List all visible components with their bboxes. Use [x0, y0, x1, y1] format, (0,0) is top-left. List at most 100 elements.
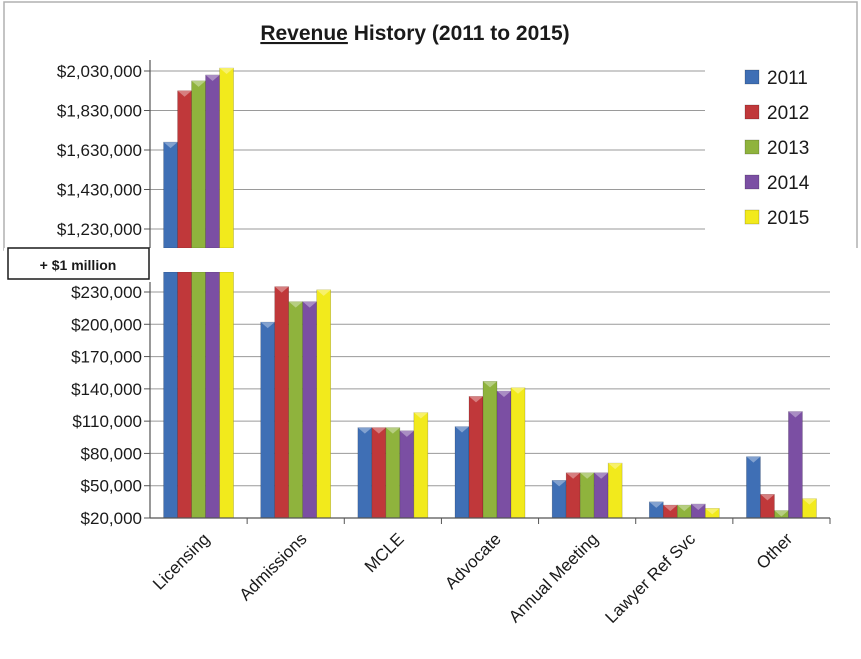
- bar-2012-licensing-lower: [177, 271, 192, 519]
- chart-title: Revenue History (2011 to 2015): [260, 22, 569, 45]
- bar-cap: [594, 472, 609, 479]
- chart-title-underlined: Revenue: [260, 22, 348, 45]
- legend-label-2015: 2015: [767, 208, 809, 229]
- bar-cap: [580, 472, 595, 479]
- y-tick-label: $170,000: [71, 348, 142, 367]
- y-tick-label: $140,000: [71, 380, 142, 399]
- tick-labels: $2,030,000 $1,830,000 $1,630,000 $1,430,000…: [57, 62, 142, 528]
- bar-cap: [205, 74, 220, 81]
- bar-cap: [163, 142, 178, 149]
- bar-cap: [302, 301, 317, 308]
- bars: [4, 67, 861, 519]
- bar-cap: [469, 396, 483, 403]
- legend-label-2012: 2012: [767, 103, 809, 124]
- bar-cap: [566, 472, 581, 479]
- y-tick-label: $1,230,000: [57, 220, 142, 239]
- bar-2014-licensing-upper: [205, 74, 220, 249]
- bar-cap: [788, 411, 803, 418]
- bar-cap: [357, 427, 372, 434]
- bar-2014-admissions: [302, 301, 318, 519]
- bar-cap: [191, 80, 206, 87]
- bar-cap: [371, 427, 386, 434]
- bar-2012-licensing-upper: [177, 90, 192, 249]
- bar-cap: [677, 505, 692, 512]
- y-tick-label: $80,000: [81, 444, 142, 463]
- x-category-label: Annual Meeting: [505, 529, 602, 626]
- x-category-label: Advocate: [441, 529, 505, 593]
- chart-title-rest: History (2011 to 2015): [348, 22, 570, 45]
- y-tick-label: $110,000: [72, 412, 142, 431]
- x-category-label: MCLE: [361, 529, 408, 576]
- legend-swatch-2012: [744, 104, 760, 120]
- legend-swatch-2014: [744, 174, 760, 190]
- bar-cap: [497, 391, 511, 398]
- y-tick-label: $200,000: [71, 315, 142, 334]
- bar-2013-licensing-lower: [191, 271, 206, 519]
- axis-break-label: + $1 million: [40, 257, 117, 273]
- x-category-label: Other: [753, 529, 797, 573]
- legend-label-2013: 2013: [767, 138, 809, 159]
- bar-cap: [399, 430, 414, 437]
- bar-cap: [552, 480, 567, 487]
- bar-cap: [177, 90, 192, 97]
- y-tick-label: $20,000: [81, 509, 142, 528]
- category-labels: Licensing Admissions MCLE Advocate Annual Me…: [149, 529, 796, 627]
- y-tick-label: $1,830,000: [57, 102, 142, 121]
- bar-2014-annual-meeting: [593, 472, 609, 519]
- legend-swatch-2015: [744, 209, 760, 225]
- bar-2011-admissions: [260, 321, 276, 519]
- bar-cap: [260, 322, 275, 329]
- bar-2013-annual-meeting: [579, 472, 595, 519]
- legend-label-2011: 2011: [767, 68, 808, 89]
- bar-2014-licensing-lower: [205, 271, 220, 519]
- bar-2014-advocate: [496, 390, 512, 519]
- bar-2011-licensing-lower: [163, 271, 178, 519]
- bar-cap: [649, 501, 664, 508]
- bar-2012-annual-meeting: [565, 472, 581, 519]
- legend-label-2014: 2014: [767, 173, 810, 194]
- bar-2013-licensing-upper: [191, 80, 206, 249]
- bar-2015-advocate: [510, 387, 526, 519]
- y-tick-label: $50,000: [81, 477, 142, 496]
- bar-2013-mcle: [385, 427, 401, 519]
- bar-2015-mcle: [413, 412, 429, 519]
- bar-cap: [705, 508, 720, 515]
- bar-cap: [288, 301, 303, 308]
- bar-2011-licensing-upper: [163, 141, 178, 249]
- bar-cap: [760, 494, 775, 501]
- bar-cap: [274, 286, 289, 293]
- bar-2014-mcle: [399, 430, 415, 519]
- bar-cap: [219, 68, 234, 75]
- bar-2011-advocate: [454, 426, 470, 519]
- x-category-label: Licensing: [149, 529, 213, 593]
- bar-cap: [483, 381, 497, 388]
- bar-2014-other: [788, 411, 803, 519]
- bar-cap: [746, 456, 761, 463]
- y-tick-label: $230,000: [71, 283, 142, 302]
- axis-break-box: [7, 247, 150, 280]
- y-tick-label: $1,630,000: [57, 141, 142, 160]
- bar-2012-admissions: [274, 286, 290, 519]
- bar-cap: [316, 289, 331, 296]
- bar-cap: [385, 427, 400, 434]
- bar-cap: [774, 510, 789, 517]
- legend-swatch-2011: [744, 69, 760, 85]
- bar-cap: [413, 412, 428, 419]
- legend: 2011 2012 2013 2014 2015: [744, 68, 810, 229]
- bar-2012-mcle: [371, 427, 387, 519]
- bar-cap: [663, 505, 678, 512]
- axes: [144, 60, 831, 524]
- bar-2015-admissions: [316, 289, 332, 519]
- bar-cap: [511, 387, 525, 394]
- legend-swatch-2013: [744, 139, 760, 155]
- bar-2011-mcle: [357, 427, 373, 519]
- bar-2013-advocate: [482, 381, 498, 519]
- y-tick-label: $2,030,000: [57, 62, 142, 81]
- bar-2012-advocate: [468, 396, 484, 519]
- bar-2015-licensing-upper: [219, 67, 234, 249]
- bar-cap: [691, 504, 706, 511]
- x-category-label: Lawyer Ref Svc: [602, 529, 700, 627]
- bar-2015-annual-meeting: [607, 462, 623, 519]
- y-tick-label: $1,430,000: [57, 181, 142, 200]
